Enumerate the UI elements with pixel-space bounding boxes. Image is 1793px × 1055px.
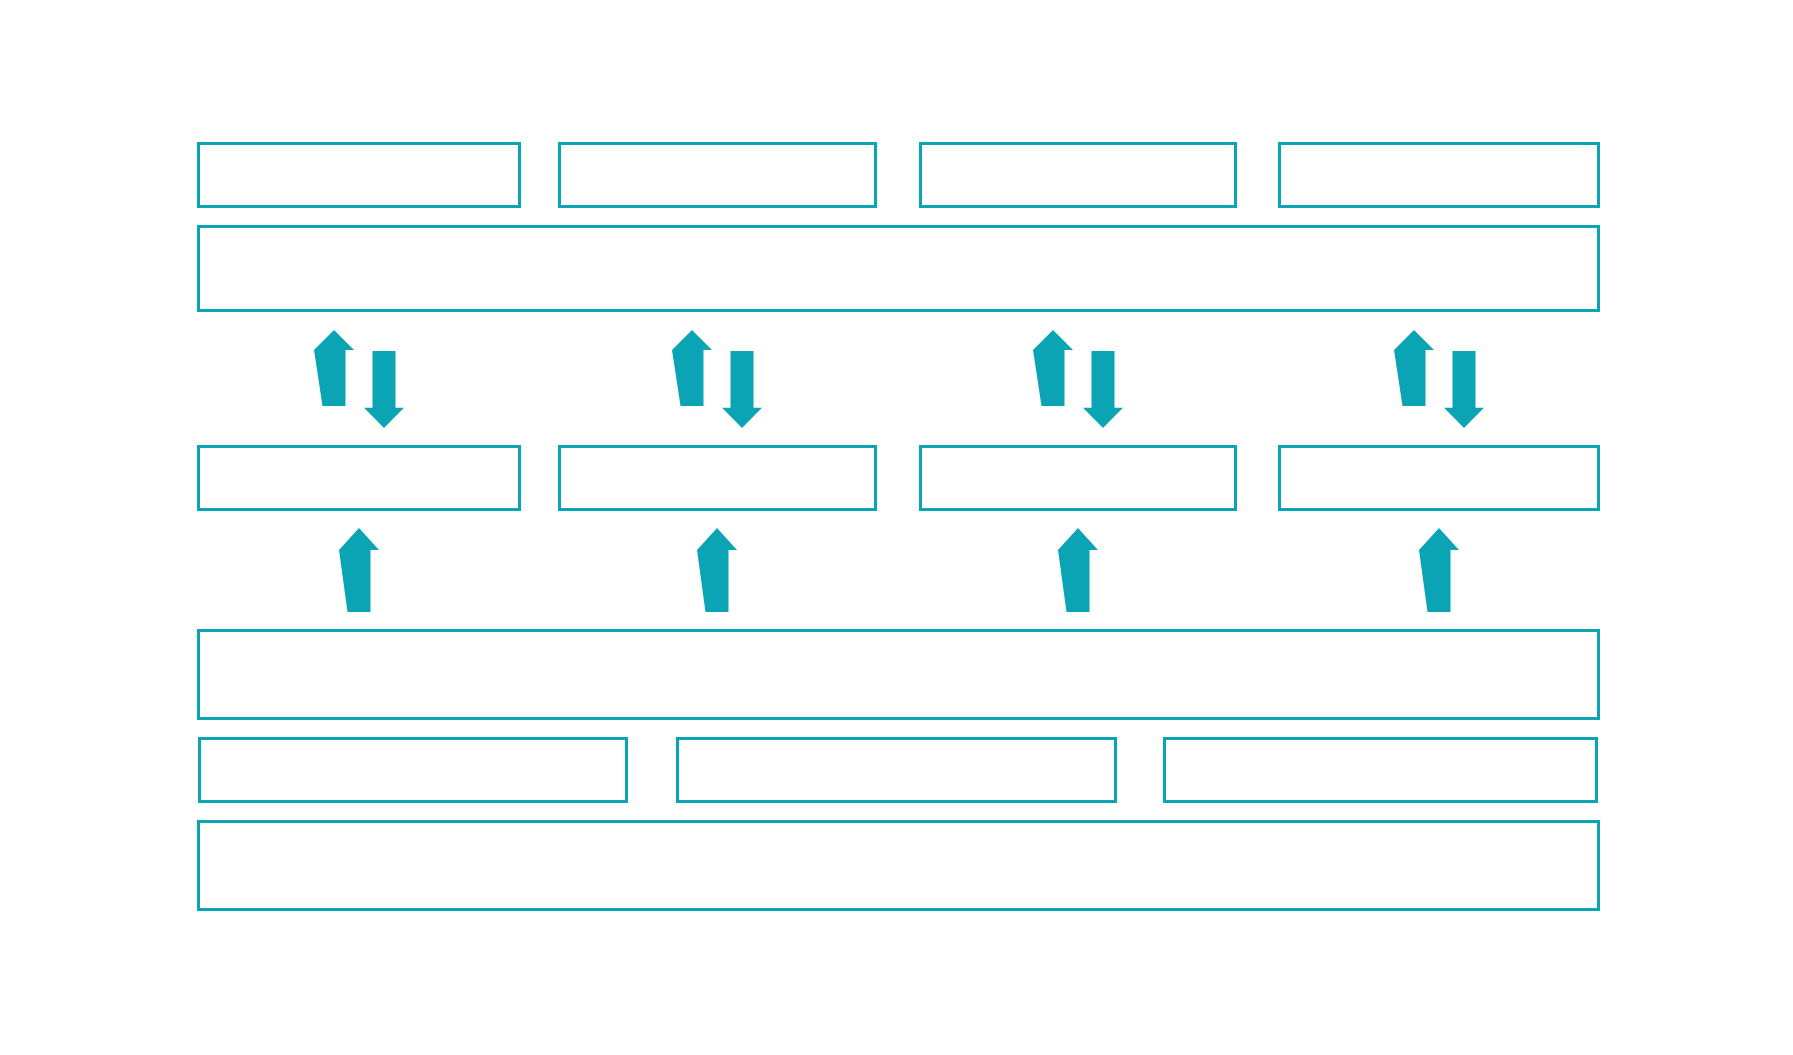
top-row-box-1 bbox=[197, 142, 521, 208]
middle-row-box-1 bbox=[197, 445, 521, 511]
box-label bbox=[561, 448, 874, 508]
upper-wide-band bbox=[197, 225, 1600, 312]
down-arrow-icon bbox=[722, 351, 762, 428]
box-label bbox=[200, 228, 1597, 309]
down-arrow-icon bbox=[1444, 351, 1484, 428]
top-row-box-2 bbox=[558, 142, 877, 208]
up-arrow-icon bbox=[339, 528, 379, 612]
bottom-row-box-1 bbox=[198, 737, 628, 803]
up-arrow-icon bbox=[1058, 528, 1098, 612]
box-label bbox=[922, 145, 1234, 205]
bottom-row-box-2 bbox=[676, 737, 1117, 803]
box-label bbox=[200, 823, 1597, 908]
middle-row-box-4 bbox=[1278, 445, 1600, 511]
middle-row-box-3 bbox=[919, 445, 1237, 511]
box-label bbox=[200, 448, 518, 508]
box-label bbox=[1281, 145, 1597, 205]
box-label bbox=[679, 740, 1114, 800]
box-label bbox=[1281, 448, 1597, 508]
box-label bbox=[1166, 740, 1595, 800]
box-label bbox=[200, 632, 1597, 717]
top-row-box-3 bbox=[919, 142, 1237, 208]
top-row-box-4 bbox=[1278, 142, 1600, 208]
down-arrow-icon bbox=[1083, 351, 1123, 428]
lower-wide-band bbox=[197, 629, 1600, 720]
base-wide-band bbox=[197, 820, 1600, 911]
bottom-row-box-3 bbox=[1163, 737, 1598, 803]
box-label bbox=[561, 145, 874, 205]
box-label bbox=[201, 740, 625, 800]
up-arrow-icon bbox=[672, 330, 712, 406]
up-arrow-icon bbox=[1394, 330, 1434, 406]
up-arrow-icon bbox=[697, 528, 737, 612]
down-arrow-icon bbox=[364, 351, 404, 428]
up-arrow-icon bbox=[314, 330, 354, 406]
box-label bbox=[922, 448, 1234, 508]
middle-row-box-2 bbox=[558, 445, 877, 511]
box-label bbox=[200, 145, 518, 205]
up-arrow-icon bbox=[1033, 330, 1073, 406]
up-arrow-icon bbox=[1419, 528, 1459, 612]
